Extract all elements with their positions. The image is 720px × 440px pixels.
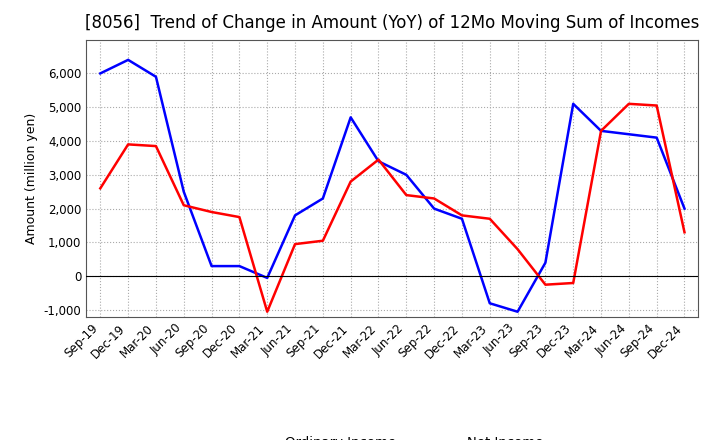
Ordinary Income	[291, 213, 300, 218]
Net Income	[569, 280, 577, 286]
Ordinary Income	[680, 206, 689, 211]
Net Income	[402, 192, 410, 198]
Ordinary Income	[235, 264, 243, 269]
Ordinary Income	[346, 115, 355, 120]
Ordinary Income	[652, 135, 661, 140]
Line: Ordinary Income: Ordinary Income	[100, 60, 685, 312]
Net Income	[624, 101, 633, 106]
Ordinary Income	[152, 74, 161, 80]
Ordinary Income	[541, 260, 550, 265]
Line: Net Income: Net Income	[100, 104, 685, 312]
Net Income	[680, 230, 689, 235]
Net Income	[179, 202, 188, 208]
Y-axis label: Amount (million yen): Amount (million yen)	[25, 113, 38, 244]
Ordinary Income	[179, 189, 188, 194]
Net Income	[124, 142, 132, 147]
Net Income	[291, 242, 300, 247]
Ordinary Income	[597, 128, 606, 133]
Ordinary Income	[402, 172, 410, 177]
Ordinary Income	[513, 309, 522, 314]
Net Income	[263, 309, 271, 314]
Net Income	[430, 196, 438, 201]
Ordinary Income	[96, 71, 104, 76]
Net Income	[485, 216, 494, 221]
Net Income	[458, 213, 467, 218]
Net Income	[652, 103, 661, 108]
Ordinary Income	[569, 101, 577, 106]
Legend: Ordinary Income, Net Income: Ordinary Income, Net Income	[237, 431, 548, 440]
Ordinary Income	[263, 275, 271, 281]
Net Income	[374, 157, 383, 162]
Ordinary Income	[430, 206, 438, 211]
Ordinary Income	[124, 57, 132, 62]
Net Income	[318, 238, 327, 243]
Net Income	[513, 246, 522, 252]
Ordinary Income	[458, 216, 467, 221]
Ordinary Income	[624, 132, 633, 137]
Title: [8056]  Trend of Change in Amount (YoY) of 12Mo Moving Sum of Incomes: [8056] Trend of Change in Amount (YoY) o…	[85, 15, 700, 33]
Net Income	[207, 209, 216, 215]
Net Income	[346, 179, 355, 184]
Ordinary Income	[374, 159, 383, 164]
Net Income	[96, 186, 104, 191]
Net Income	[152, 143, 161, 149]
Net Income	[235, 214, 243, 220]
Ordinary Income	[485, 301, 494, 306]
Ordinary Income	[318, 196, 327, 201]
Net Income	[597, 128, 606, 133]
Ordinary Income	[207, 264, 216, 269]
Net Income	[541, 282, 550, 287]
